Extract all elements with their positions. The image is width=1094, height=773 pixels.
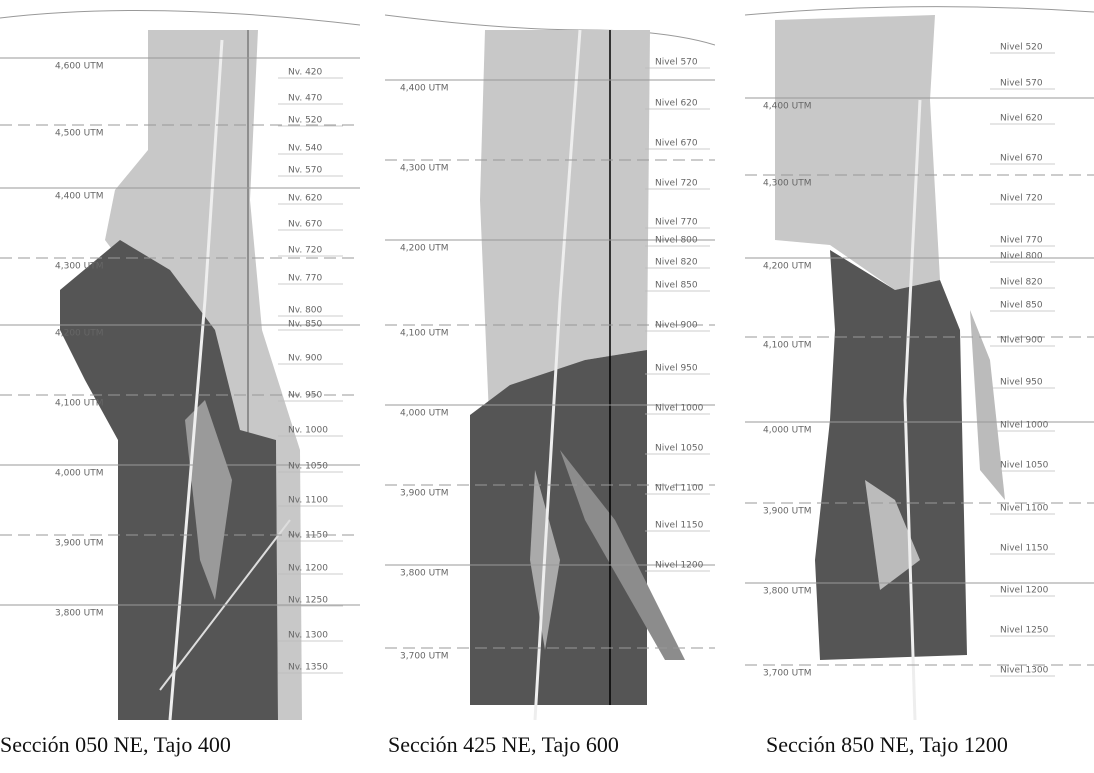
light-zone xyxy=(970,310,1005,500)
surface xyxy=(745,6,1094,16)
dark-zone xyxy=(470,350,647,705)
level-label: Nv. 520 xyxy=(288,116,323,126)
elevation-label: 4,500 UTM xyxy=(55,129,103,139)
elevation-label: 4,300 UTM xyxy=(400,164,448,174)
level-label: Nv. 1200 xyxy=(288,564,328,574)
level-label: Nv. 1250 xyxy=(288,596,328,606)
level-label: Nivel 1100 xyxy=(655,484,704,494)
level-label: Nv. 1100 xyxy=(288,496,328,506)
level-label: Nivel 770 xyxy=(1000,236,1043,246)
level-label: Nv. 540 xyxy=(288,144,323,154)
level-label: Nv. 1050 xyxy=(288,462,328,472)
level-label: Nivel 1250 xyxy=(1000,626,1049,636)
elevation-label: 3,700 UTM xyxy=(400,652,448,662)
elevation-label: 4,200 UTM xyxy=(400,244,448,254)
level-label: Nv. 470 xyxy=(288,94,323,104)
level-label: Nv. 1150 xyxy=(288,531,328,541)
level-label: Nivel 950 xyxy=(1000,378,1043,388)
level-label: Nivel 820 xyxy=(1000,278,1043,288)
fault xyxy=(533,29,582,720)
elevation-label: 4,100 UTM xyxy=(400,329,448,339)
level-label: Nivel 1000 xyxy=(655,404,704,414)
elevation-label: 4,600 UTM xyxy=(55,62,103,72)
mid-zone xyxy=(185,400,232,600)
elevation-label: 4,100 UTM xyxy=(763,341,811,351)
level-label: Nv. 620 xyxy=(288,194,323,204)
level-label: Nv. 570 xyxy=(288,166,323,176)
elevation-label: 3,800 UTM xyxy=(763,587,811,597)
level-label: Nivel 1200 xyxy=(1000,586,1049,596)
level-label: Nivel 570 xyxy=(1000,79,1043,89)
elevation-label: 4,000 UTM xyxy=(763,426,811,436)
level-label: Nivel 1150 xyxy=(1000,544,1049,554)
level-label: Nivel 720 xyxy=(655,179,698,189)
level-label: Nivel 720 xyxy=(1000,194,1043,204)
caption: Sección 425 NE, Tajo 600 xyxy=(388,732,619,757)
level-label: Nivel 850 xyxy=(655,281,698,291)
level-label: Nivel 1100 xyxy=(1000,504,1049,514)
level-label: Nivel 620 xyxy=(655,99,698,109)
elevation-label: 3,800 UTM xyxy=(400,569,448,579)
dark-zone xyxy=(815,250,967,660)
section-panel: 4,400 UTM 4,300 UTM 4,200 UTM 4,100 UTM 4,00… xyxy=(385,14,715,720)
elevation-label: 4,000 UTM xyxy=(55,469,103,479)
level-label: Nivel 670 xyxy=(655,139,698,149)
level-label: Nv. 900 xyxy=(288,354,323,364)
caption: Sección 850 NE, Tajo 1200 xyxy=(766,732,1008,757)
level-label: Nv. 1350 xyxy=(288,663,328,673)
level-label: Nivel 670 xyxy=(1000,154,1043,164)
elevation-label: 4,200 UTM xyxy=(55,329,103,339)
elevation-label: 4,400 UTM xyxy=(763,102,811,112)
level-label: Nivel 1050 xyxy=(1000,461,1049,471)
fault xyxy=(168,39,224,720)
level-label: Nivel 520 xyxy=(1000,43,1043,53)
section-panel: 4,400 UTM 4,300 UTM 4,200 UTM 4,100 UTM 4,00… xyxy=(745,6,1094,720)
elevation-label: 3,900 UTM xyxy=(55,539,103,549)
elevation-label: 4,400 UTM xyxy=(55,192,103,202)
elevation-label: 3,900 UTM xyxy=(763,507,811,517)
level-label: Nivel 850 xyxy=(1000,301,1043,311)
level-label: Nivel 900 xyxy=(1000,336,1043,346)
level-label: Nv. 800 xyxy=(288,306,323,316)
light-zone xyxy=(775,15,940,290)
level-label: Nivel 770 xyxy=(655,218,698,228)
level-label: Nivel 1000 xyxy=(1000,421,1049,431)
level-label: Nivel 950 xyxy=(655,364,698,374)
section-panel: 4,600 UTM 4,500 UTM 4,400 UTM 4,300 UTM 4,20… xyxy=(0,9,360,720)
elevation-label: 3,700 UTM xyxy=(763,669,811,679)
elevation-label: 4,300 UTM xyxy=(55,262,103,272)
elevation-label: 3,900 UTM xyxy=(400,489,448,499)
level-label: Nivel 570 xyxy=(655,58,698,68)
level-label: Nivel 800 xyxy=(1000,252,1043,262)
elevation-label: 4,200 UTM xyxy=(763,262,811,272)
surface xyxy=(0,9,360,26)
fault xyxy=(903,99,922,720)
level-label: Nv. 1300 xyxy=(288,631,328,641)
dark-zone xyxy=(60,240,278,720)
level-label: Nivel 1050 xyxy=(655,444,704,454)
elevation-label: 4,100 UTM xyxy=(55,399,103,409)
level-label: Nv. 850 xyxy=(288,320,323,330)
level-label: Nivel 900 xyxy=(655,321,698,331)
level-label: Nivel 620 xyxy=(1000,114,1043,124)
level-label: Nv. 420 xyxy=(288,68,323,78)
elevation-label: 4,000 UTM xyxy=(400,409,448,419)
level-label: Nivel 800 xyxy=(655,236,698,246)
light-zone xyxy=(865,480,920,590)
level-label: Nv. 720 xyxy=(288,246,323,256)
level-label: Nivel 1300 xyxy=(1000,666,1049,676)
level-label: Nivel 1200 xyxy=(655,561,704,571)
elevation-label: 3,800 UTM xyxy=(55,609,103,619)
level-label: Nv. 770 xyxy=(288,274,323,284)
level-label: Nivel 1150 xyxy=(655,521,704,531)
elevation-label: 4,400 UTM xyxy=(400,84,448,94)
level-label: Nv. 1000 xyxy=(288,426,328,436)
caption: Sección 050 NE, Tajo 400 xyxy=(0,732,231,757)
mid-zone xyxy=(560,450,685,660)
elevation-label: 4,300 UTM xyxy=(763,179,811,189)
level-label: Nivel 820 xyxy=(655,258,698,268)
level-label: Nv. 670 xyxy=(288,220,323,230)
level-label: Nv. 950 xyxy=(288,391,323,401)
